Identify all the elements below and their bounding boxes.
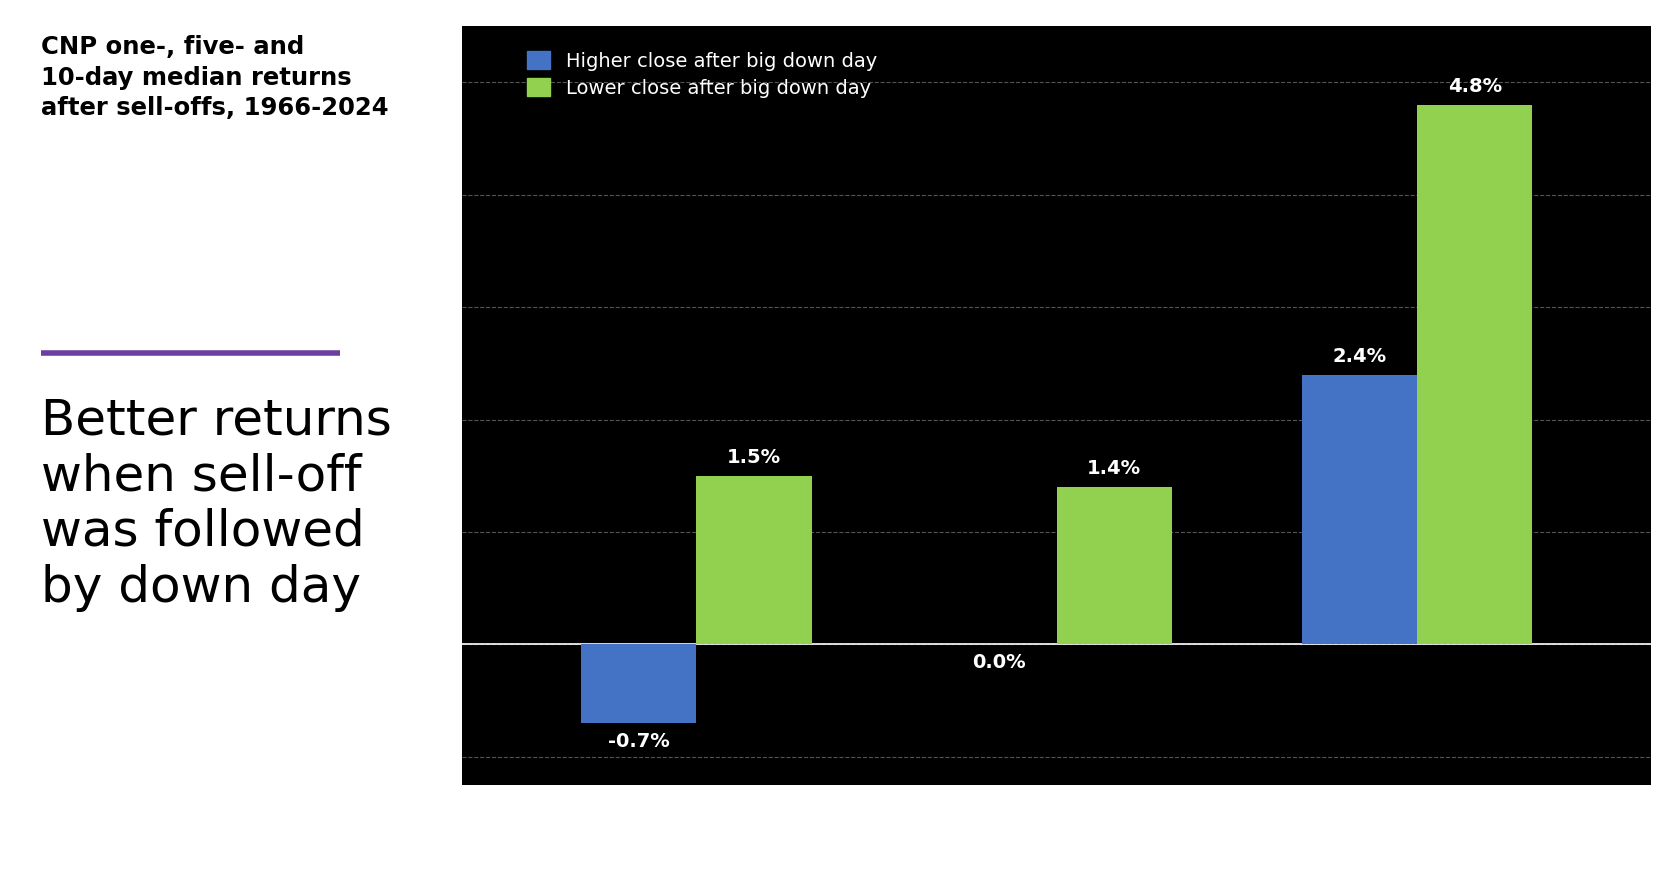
Text: 1.5%: 1.5%	[727, 447, 781, 467]
Bar	[696, 476, 812, 644]
Text: 0.0%: 0.0%	[972, 653, 1026, 672]
Text: CNP one-, five- and
10-day median returns
after sell-offs, 1966-2024: CNP one-, five- and 10-day median return…	[40, 35, 389, 120]
Legend: Higher close after big down day, Lower close after big down day: Higher close after big down day, Lower c…	[519, 44, 886, 106]
Bar	[1056, 487, 1173, 644]
Bar	[580, 644, 696, 723]
Text: Better returns
when sell-off
was followed
by down day: Better returns when sell-off was followe…	[40, 397, 392, 611]
Text: -0.7%: -0.7%	[607, 732, 669, 751]
Text: 1.4%: 1.4%	[1088, 459, 1141, 478]
Text: 4.8%: 4.8%	[1448, 77, 1501, 96]
Bar	[1418, 105, 1533, 644]
Bar	[1301, 375, 1418, 644]
Text: 2.4%: 2.4%	[1333, 346, 1386, 365]
